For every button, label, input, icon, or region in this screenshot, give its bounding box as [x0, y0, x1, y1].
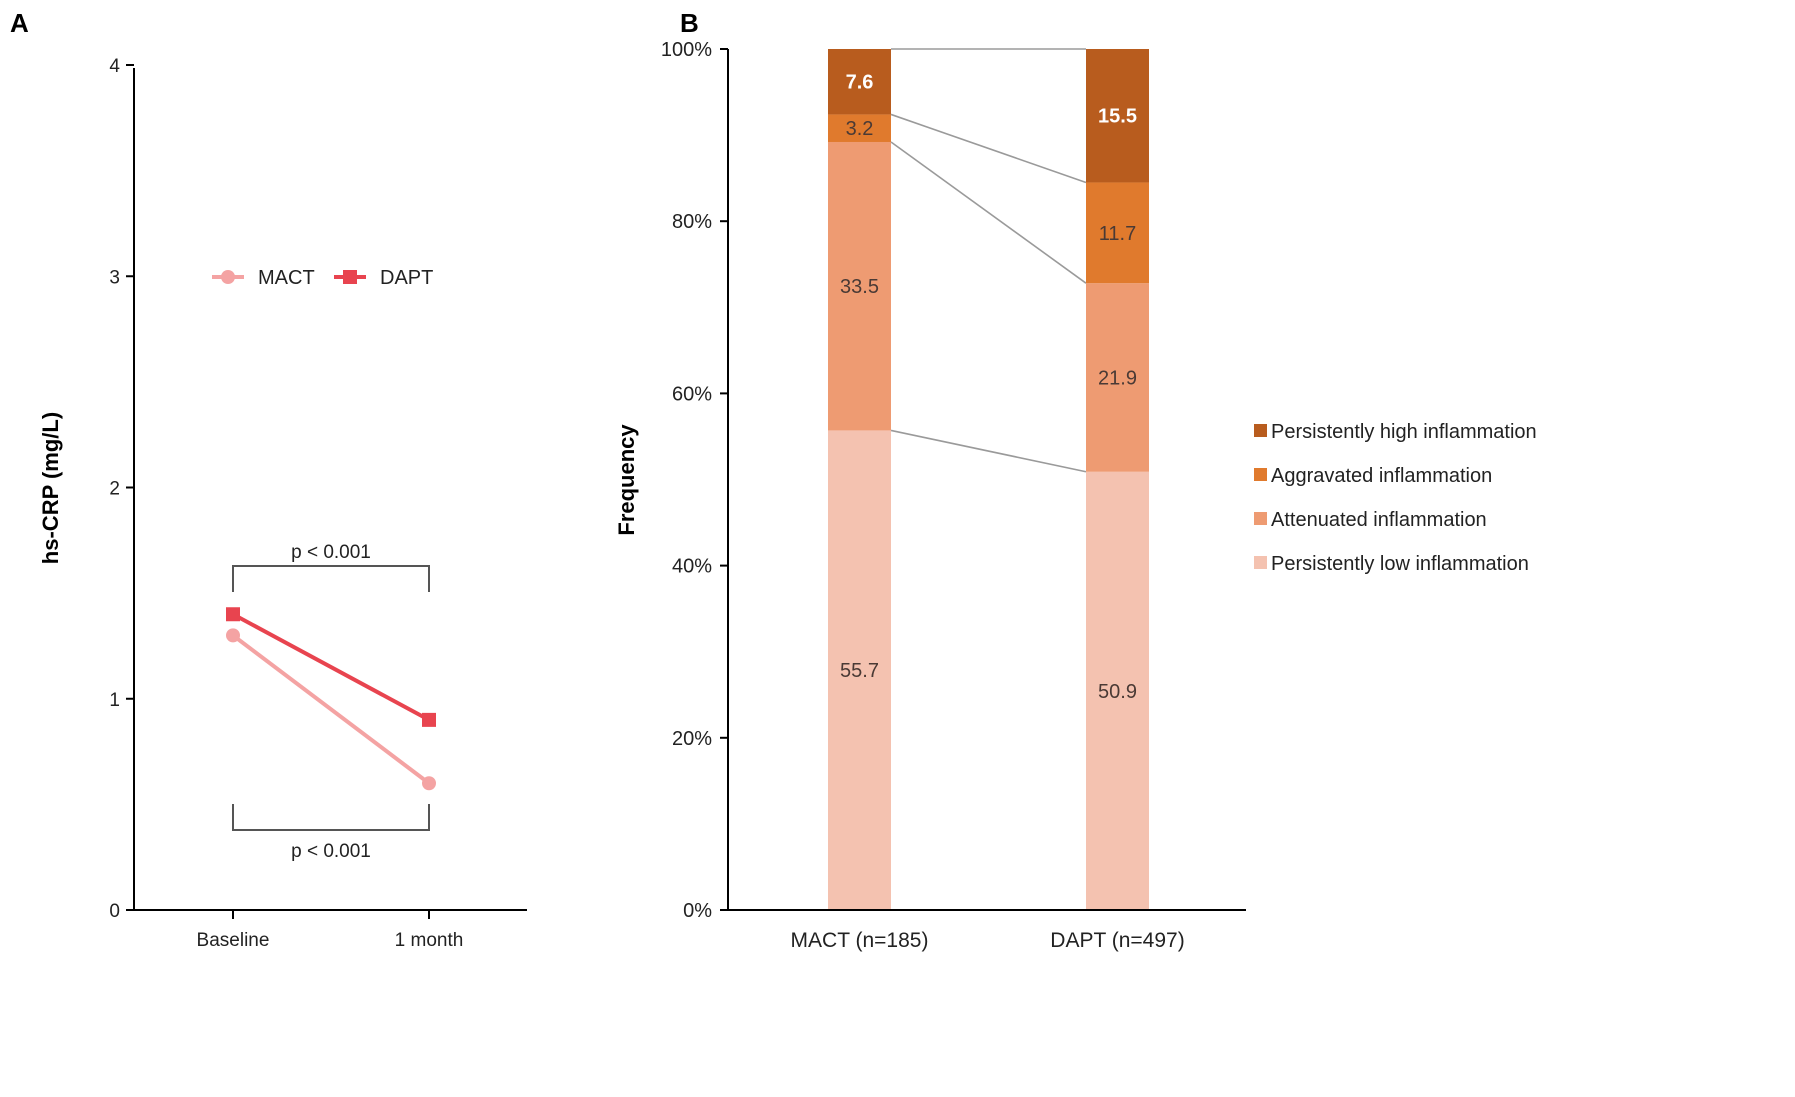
x-ticks: MACT (n=185) DAPT (n=497) — [791, 929, 1185, 952]
series-group — [226, 607, 436, 791]
bar-segment-aggravated — [828, 114, 891, 142]
legend-label: DAPT — [380, 267, 433, 289]
bracket-upper — [232, 565, 430, 592]
bracket-lower — [232, 804, 430, 831]
legend-label: Aggravated inflammation — [1271, 465, 1492, 487]
y-ticks: 0 1 2 3 4 — [109, 56, 134, 922]
y-tick-label: 60% — [672, 383, 712, 405]
y-ticks: 0% 20% 40% 60% 80% 100% — [661, 39, 728, 922]
legend-label: Persistently high inflammation — [1271, 421, 1537, 443]
y-axis-label: hs-CRP (mg/L) — [38, 412, 63, 564]
bar-segment-persistently-low — [828, 430, 891, 910]
p-value-label: p < 0.001 — [291, 841, 371, 862]
x-tick-label: 1 month — [395, 930, 464, 951]
stacked-bar-panel: Frequency 0% 20% 40% 60% 80% 100% 55.7 33.5 3.2… — [614, 39, 1537, 952]
data-label: 7.6 — [846, 72, 874, 94]
y-tick-label: 20% — [672, 728, 712, 750]
x-tick-label: DAPT (n=497) — [1050, 929, 1184, 952]
p-value-label: p < 0.001 — [291, 542, 371, 563]
y-tick-label: 4 — [109, 56, 120, 77]
data-point-dapt — [422, 712, 436, 727]
significance-brackets: p < 0.001 p < 0.001 — [232, 542, 430, 862]
bar-segment-persistently-high — [1086, 49, 1149, 183]
panel-label-a: A — [10, 8, 29, 38]
legend-label: MACT — [258, 267, 315, 289]
y-tick-label: 0% — [683, 900, 712, 922]
bar-segment-attenuated — [1086, 283, 1149, 472]
series-line-mact — [231, 633, 431, 785]
panel-label-b: B — [680, 8, 699, 38]
data-point-dapt — [226, 607, 240, 622]
y-tick-label: 1 — [109, 690, 120, 711]
bar-segment-persistently-high — [828, 49, 891, 115]
legend-swatch-attenuated — [1254, 512, 1267, 525]
y-tick-label: 40% — [672, 556, 712, 578]
line-chart-panel: hs-CRP (mg/L) 0 1 2 3 4 Baseline 1 month p < … — [38, 56, 527, 951]
y-tick-label: 2 — [109, 479, 120, 500]
series-line-dapt — [232, 612, 430, 722]
x-ticks: Baseline 1 month — [197, 910, 464, 951]
legend: Persistently high inflammation Aggravated… — [1254, 421, 1537, 575]
data-label: 33.5 — [840, 276, 879, 298]
legend: MACT DAPT — [212, 267, 433, 289]
bar-segment-attenuated — [828, 141, 891, 431]
legend-swatch-aggravated — [1254, 468, 1267, 481]
data-label: 15.5 — [1098, 106, 1137, 128]
segment-connectors — [890, 48, 1087, 473]
x-tick-label: MACT (n=185) — [791, 929, 929, 952]
x-tick-label: Baseline — [197, 930, 270, 951]
legend-swatch-persistently-high — [1254, 424, 1267, 437]
legend-label: Attenuated inflammation — [1271, 509, 1487, 531]
data-label: 3.2 — [846, 118, 874, 140]
segment-connector-line — [890, 429, 1087, 473]
data-label: 11.7 — [1099, 223, 1136, 245]
bars-group: 55.7 33.5 3.2 7.6 50.9 21.9 11.7 15.5 — [828, 49, 1149, 910]
legend-marker-square — [343, 270, 357, 284]
data-point-mact — [226, 628, 240, 643]
segment-connector-line — [890, 113, 1087, 184]
legend-marker-circle — [221, 270, 235, 284]
legend-swatch-persistently-low — [1254, 556, 1267, 569]
data-label: 50.9 — [1098, 681, 1137, 703]
y-tick-label: 3 — [109, 267, 120, 288]
y-tick-label: 0 — [109, 901, 120, 922]
segment-connector-line — [890, 141, 1087, 284]
bar-segment-persistently-low — [1086, 471, 1149, 910]
data-point-mact — [422, 776, 436, 791]
data-label: 55.7 — [840, 660, 879, 682]
y-tick-label: 80% — [672, 211, 712, 233]
bar-segment-aggravated — [1086, 182, 1149, 284]
legend-label: Persistently low inflammation — [1271, 553, 1529, 575]
y-tick-label: 100% — [661, 39, 712, 61]
y-axis-label: Frequency — [614, 424, 639, 536]
data-label: 21.9 — [1098, 367, 1137, 389]
